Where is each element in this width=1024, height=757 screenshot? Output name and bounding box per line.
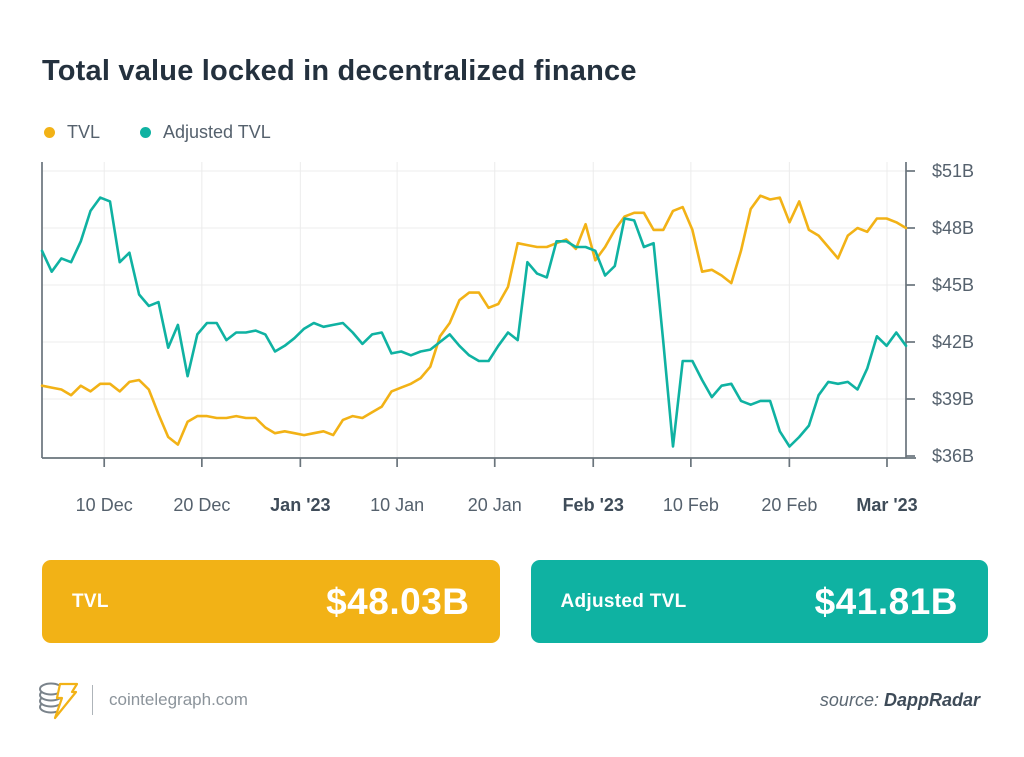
axes (41, 162, 916, 467)
gridlines (42, 162, 906, 458)
footer-divider (92, 685, 93, 715)
footer: cointelegraph.com source: DappRadar (36, 676, 980, 724)
adjusted-tvl-summary-card: Adjusted TVL $41.81B (530, 560, 988, 643)
tvl-legend-dot-icon (44, 127, 55, 138)
source-credit: source: DappRadar (820, 690, 980, 711)
svg-text:$36B: $36B (932, 446, 974, 466)
summary-cards: TVL $48.03B Adjusted TVL $41.81B (42, 560, 988, 643)
y-axis-labels: $51B $48B $45B $42B $39B $36B (932, 161, 974, 466)
legend-label-adjusted-tvl: Adjusted TVL (163, 122, 271, 142)
svg-text:10 Dec: 10 Dec (76, 495, 133, 515)
svg-text:20 Dec: 20 Dec (173, 495, 230, 515)
tvl-card-value: $48.03B (326, 580, 470, 622)
svg-text:20 Jan: 20 Jan (468, 495, 522, 515)
line-tvl (40, 194, 908, 446)
chart-legend: TVL Adjusted TVL (44, 122, 271, 143)
svg-text:10 Feb: 10 Feb (663, 495, 719, 515)
adjusted-tvl-legend-dot-icon (140, 127, 152, 138)
legend-item-tvl: TVL (44, 122, 100, 143)
svg-text:$42B: $42B (932, 332, 974, 352)
adjusted-tvl-card-label: Adjusted TVL (560, 590, 687, 612)
svg-text:$48B: $48B (932, 218, 974, 238)
svg-text:Feb '23: Feb '23 (563, 495, 624, 515)
svg-text:10 Jan: 10 Jan (370, 495, 424, 515)
source-label: source: (819, 689, 879, 710)
legend-item-adjusted-tvl: Adjusted TVL (140, 122, 271, 143)
line-adjusted-tvl (40, 196, 908, 448)
svg-text:Jan '23: Jan '23 (270, 495, 330, 515)
svg-text:$45B: $45B (932, 275, 974, 295)
tvl-summary-card: TVL $48.03B (42, 560, 500, 643)
page-title: Total value locked in decentralized fina… (42, 55, 637, 88)
svg-text:$51B: $51B (932, 161, 974, 181)
source-name: DappRadar (883, 689, 980, 710)
legend-label-tvl: TVL (67, 122, 101, 142)
series-lines (40, 194, 908, 448)
site-name: cointelegraph.com (109, 690, 248, 709)
x-axis-labels: 10 Dec 20 Dec Jan '23 10 Jan 20 Jan Feb '23 10… (76, 495, 918, 515)
svg-text:20 Feb: 20 Feb (761, 495, 817, 515)
adjusted-tvl-card-value: $41.81B (814, 580, 958, 622)
cointelegraph-logo-icon (39, 682, 79, 720)
svg-text:$39B: $39B (932, 389, 974, 409)
svg-text:Mar '23: Mar '23 (856, 495, 917, 515)
tvl-card-label: TVL (72, 590, 109, 612)
